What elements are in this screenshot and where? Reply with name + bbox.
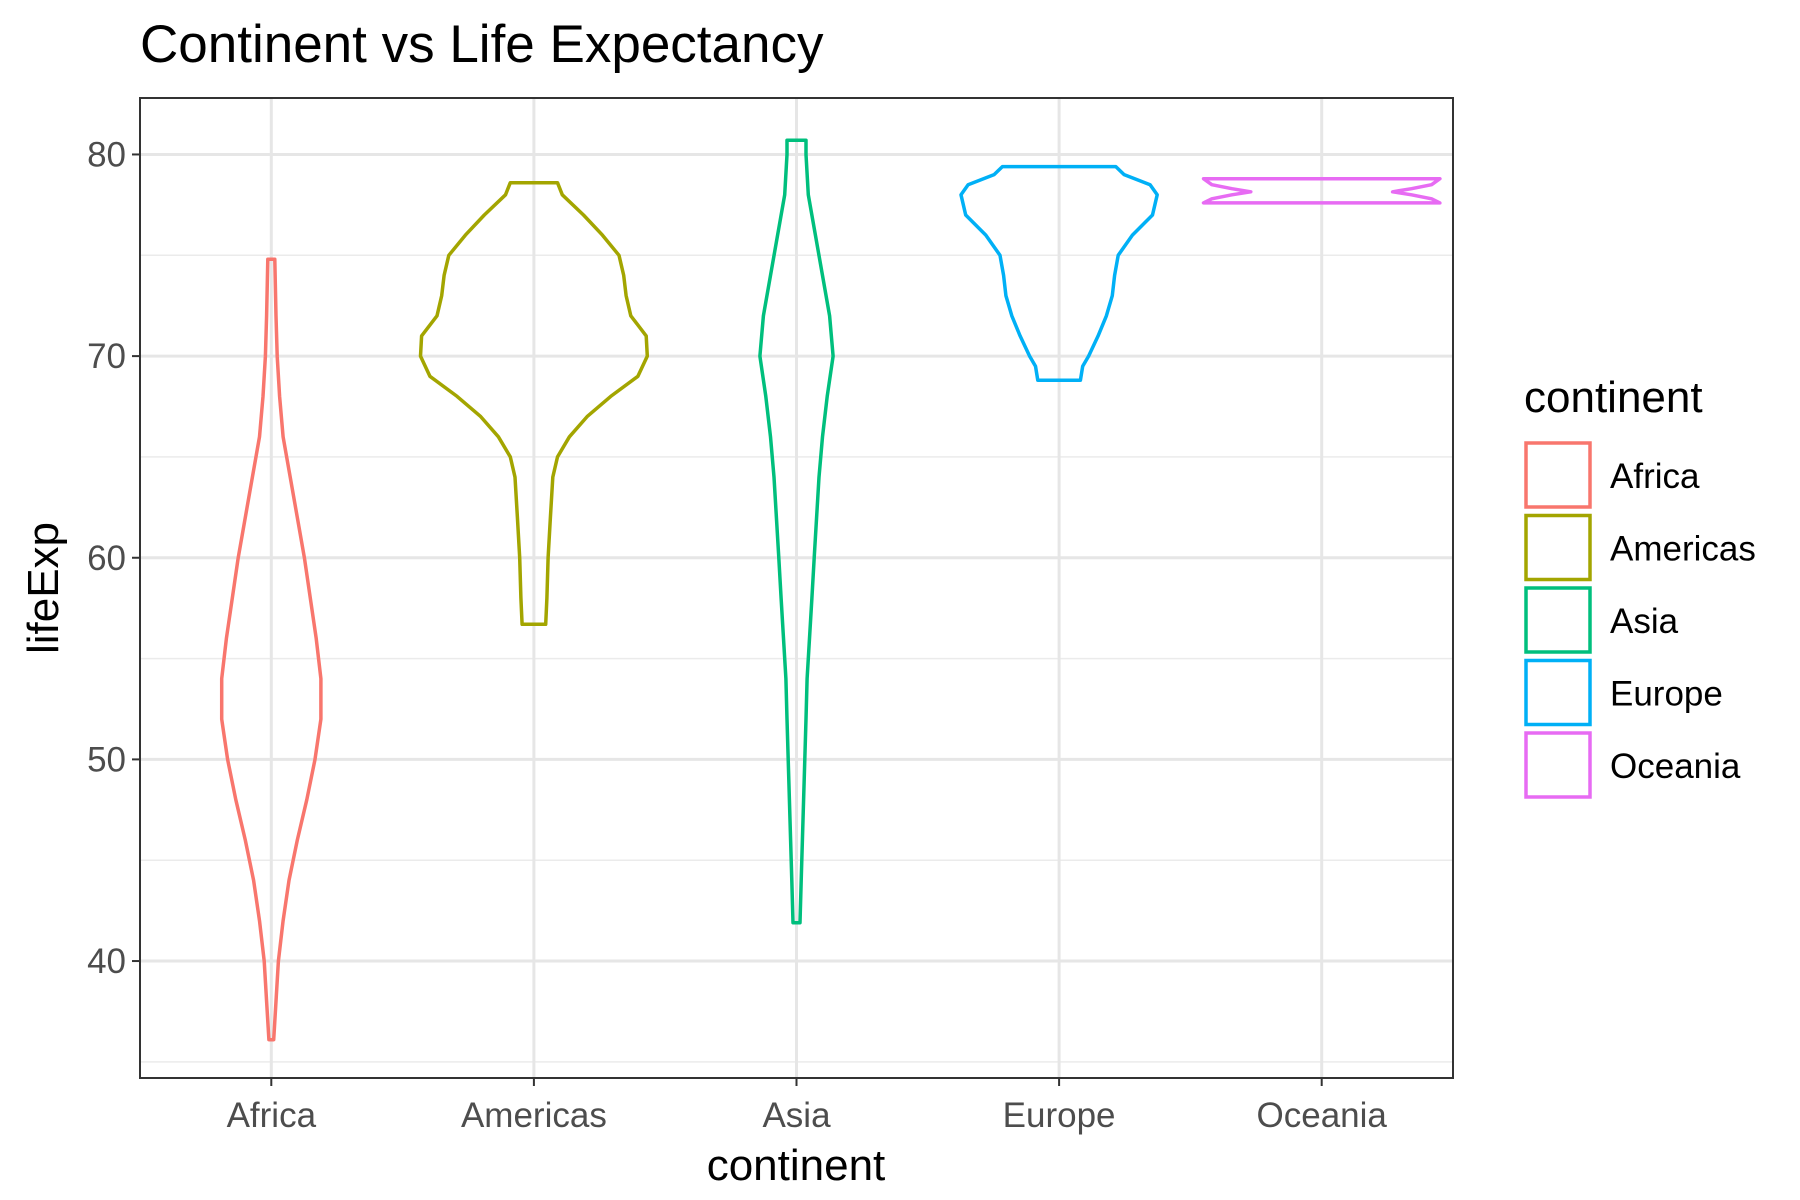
legend: continent Africa Americas Asia Europe Oceani… [1524,373,1756,799]
x-tick-label: Americas [461,1096,607,1135]
violin-europe [959,164,1159,383]
legend-key-asia [1524,586,1592,654]
y-tick-label: 40 [87,942,126,981]
x-tick-label: Europe [1003,1096,1116,1135]
legend-label: Europe [1610,675,1723,714]
legend-label: Oceania [1610,747,1741,786]
violin-asia [758,138,835,925]
chart-title: Continent vs Life Expectancy [140,15,824,74]
legend-key-europe [1524,658,1592,727]
y-tick-label: 70 [87,337,126,376]
y-tick-label: 80 [87,135,126,174]
legend-title: continent [1524,373,1703,422]
violin-africa [219,257,323,1042]
y-axis-title: lifeExp [19,522,68,654]
legend-label: Americas [1610,530,1756,569]
legend-key-oceania [1524,731,1592,799]
x-tick-label: Asia [762,1096,831,1135]
legend-label: Asia [1610,602,1679,641]
violin-americas [418,180,650,627]
x-axis-title: continent [707,1141,886,1190]
legend-label: Africa [1610,457,1700,496]
x-tick-label: Oceania [1257,1096,1388,1135]
violin-layer [219,138,1442,1042]
legend-key-americas [1524,513,1592,582]
legend-key-africa [1524,441,1592,509]
axis-layer: 40 50 60 70 80 Africa Americas Asia Europe Oceani… [87,135,1387,1135]
grid-layer [140,98,1453,1078]
y-tick-label: 50 [87,740,126,779]
y-tick-label: 60 [87,539,126,578]
violin-oceania [1201,176,1442,205]
x-tick-label: Africa [227,1096,317,1135]
